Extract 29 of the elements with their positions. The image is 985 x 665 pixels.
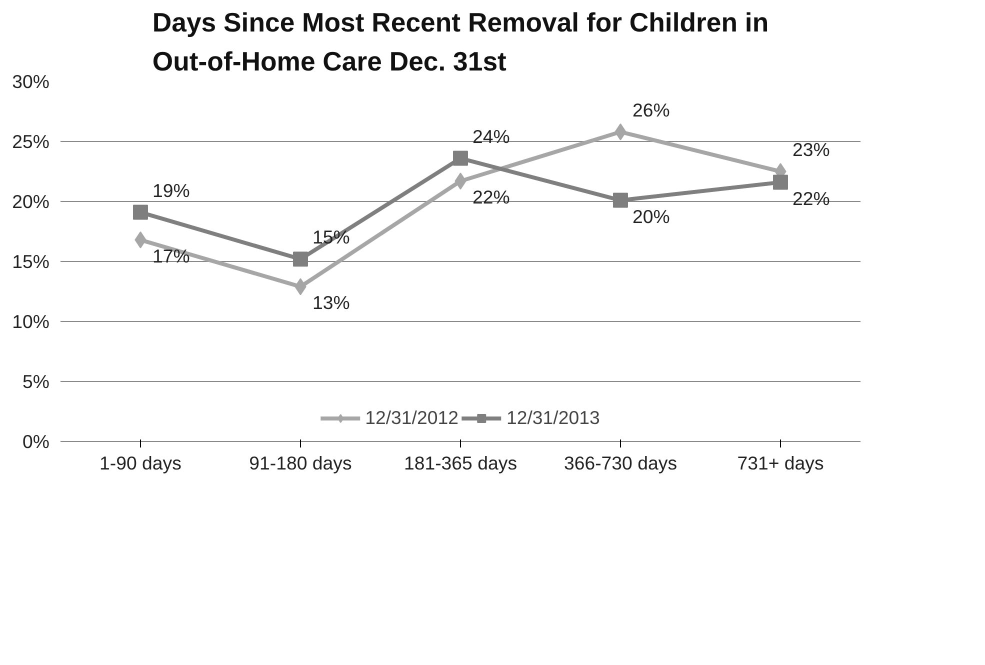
data-label: 17%: [152, 245, 190, 266]
data-label: 20%: [632, 206, 670, 227]
data-label: 23%: [792, 139, 830, 160]
legend-label: 12/31/2013: [506, 407, 600, 429]
chart-title: Days Since Most Recent Removal for Children in Out-of-Home Care Dec. 31st: [152, 8, 769, 76]
x-tick-label: 181-365 days: [404, 452, 518, 474]
x-tick-label: 366-730 days: [564, 452, 678, 474]
y-tick-label: 0%: [22, 431, 50, 452]
data-label: 26%: [632, 99, 670, 120]
data-label: 22%: [472, 186, 510, 208]
x-tick-label: 1-90 days: [100, 452, 182, 474]
legend-label: 12/31/2012: [365, 407, 458, 429]
point: [293, 252, 308, 267]
point: [773, 174, 788, 190]
data-label: 13%: [312, 292, 350, 314]
data-label: 19%: [152, 180, 190, 201]
y-tick-label: 15%: [12, 251, 50, 272]
y-tick-label: 5%: [22, 371, 50, 392]
y-tick-label: 30%: [12, 71, 50, 92]
y-tick-label: 10%: [12, 311, 50, 332]
point: [453, 150, 468, 166]
y-tick-label: 20%: [12, 191, 50, 212]
data-label: 24%: [472, 126, 510, 147]
point: [133, 204, 148, 220]
data-label: 22%: [792, 188, 830, 209]
x-tick-label: 91-180 days: [249, 452, 352, 474]
y-tick-label: 25%: [12, 131, 50, 152]
x-tick-label: 731+ days: [737, 452, 824, 474]
point: [613, 192, 628, 208]
